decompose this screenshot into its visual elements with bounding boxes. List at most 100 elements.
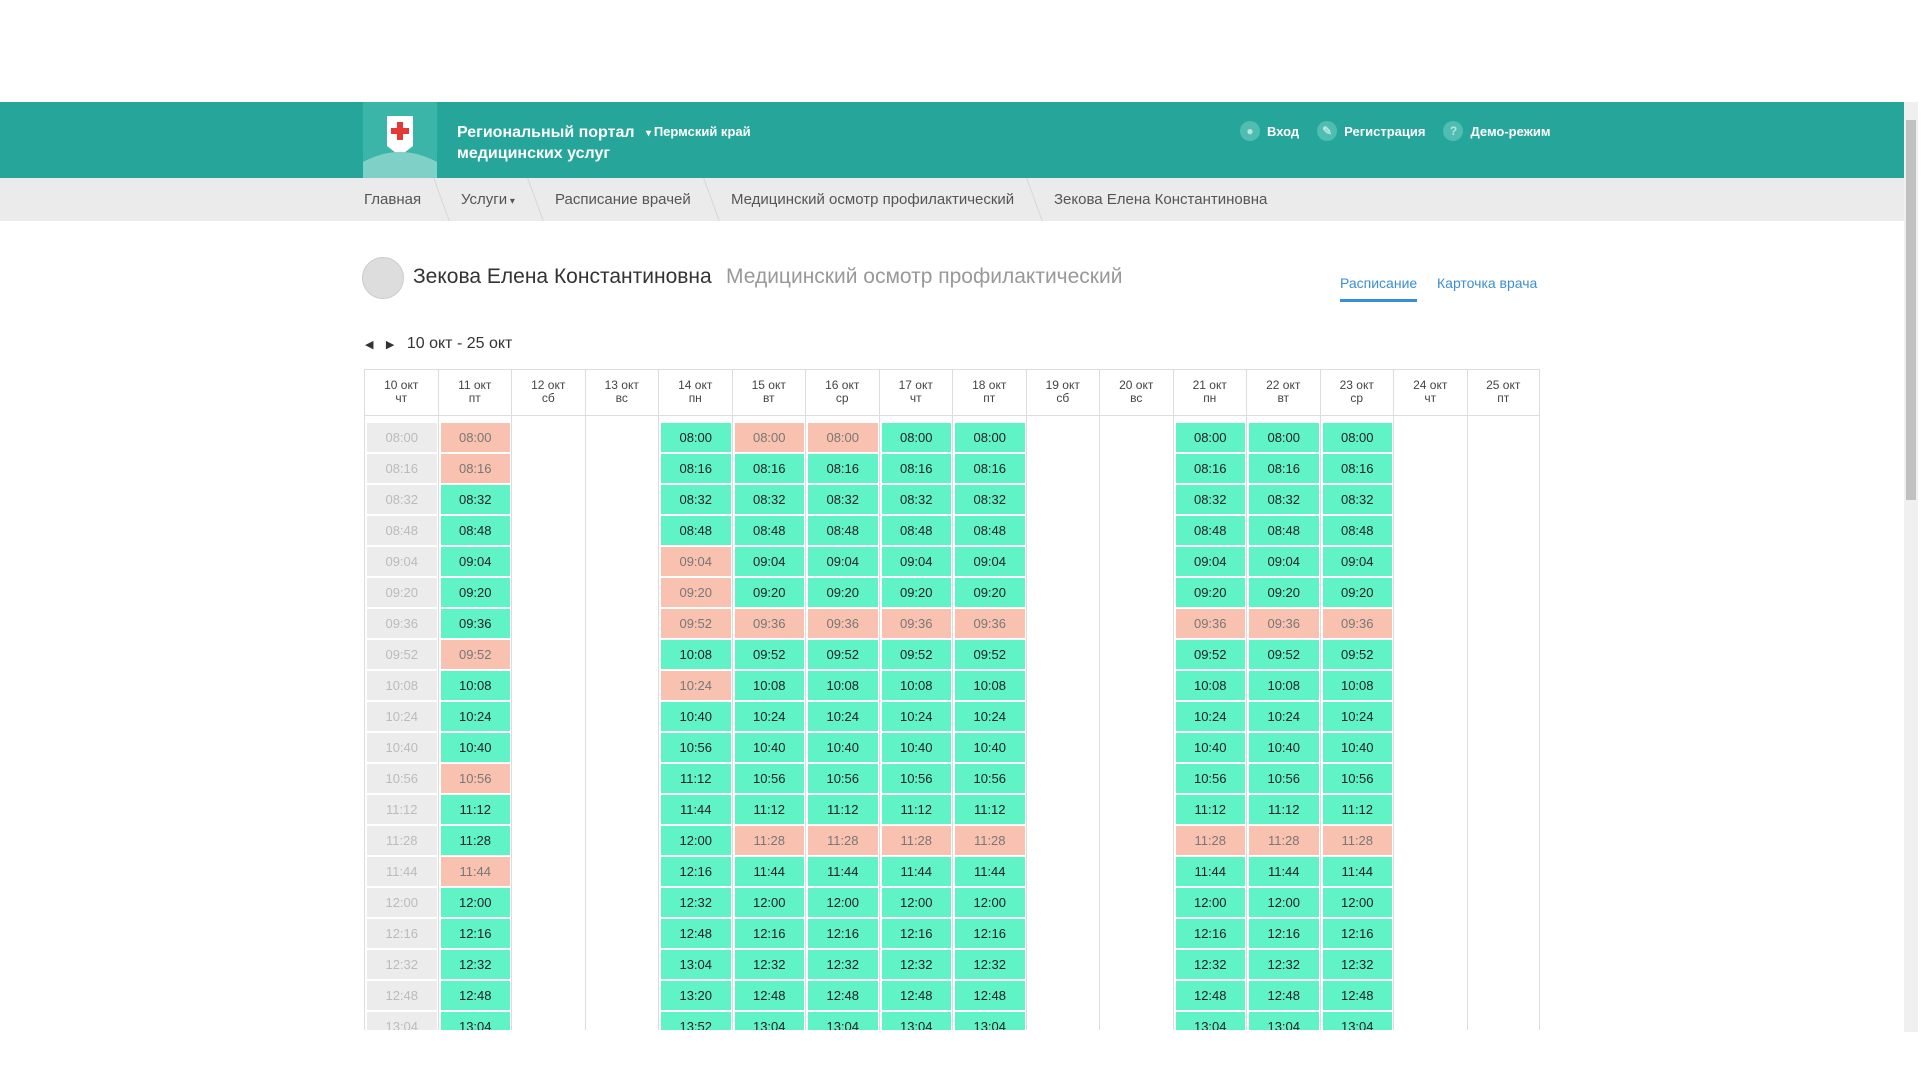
time-slot[interactable]: 12:00 — [881, 888, 951, 917]
time-slot[interactable]: 12:16 — [661, 857, 731, 886]
time-slot[interactable]: 10:24 — [1249, 702, 1319, 731]
time-slot[interactable]: 08:48 — [734, 516, 804, 545]
time-slot[interactable]: 08:00 — [1175, 423, 1245, 452]
time-slot[interactable]: 13:52 — [661, 1012, 731, 1030]
time-slot[interactable]: 10:08 — [661, 640, 731, 669]
time-slot[interactable]: 10:56 — [808, 764, 878, 793]
time-slot[interactable]: 12:00 — [440, 888, 510, 917]
prev-button[interactable]: ◀ — [365, 339, 374, 351]
time-slot[interactable]: 11:12 — [808, 795, 878, 824]
time-slot[interactable]: 09:20 — [1322, 578, 1392, 607]
time-slot[interactable]: 08:16 — [1322, 454, 1392, 483]
time-slot[interactable]: 10:40 — [1322, 733, 1392, 762]
tab[interactable]: Расписание — [1340, 275, 1418, 302]
time-slot[interactable]: 08:32 — [881, 485, 951, 514]
time-slot[interactable]: 09:52 — [1249, 640, 1319, 669]
time-slot[interactable]: 09:04 — [955, 547, 1025, 576]
time-slot[interactable]: 12:32 — [808, 950, 878, 979]
time-slot[interactable]: 11:12 — [734, 795, 804, 824]
register-link[interactable]: ✎ Регистрация — [1317, 121, 1425, 141]
time-slot[interactable]: 09:20 — [1249, 578, 1319, 607]
time-slot[interactable]: 10:56 — [661, 733, 731, 762]
time-slot[interactable]: 10:24 — [955, 702, 1025, 731]
time-slot[interactable]: 09:04 — [1249, 547, 1319, 576]
time-slot[interactable]: 12:00 — [661, 826, 731, 855]
time-slot[interactable]: 09:04 — [1175, 547, 1245, 576]
time-slot[interactable]: 09:36 — [440, 609, 510, 638]
time-slot[interactable]: 09:20 — [440, 578, 510, 607]
time-slot[interactable]: 12:48 — [1175, 981, 1245, 1010]
time-slot[interactable]: 08:48 — [661, 516, 731, 545]
time-slot[interactable]: 11:12 — [1175, 795, 1245, 824]
time-slot[interactable]: 08:48 — [1322, 516, 1392, 545]
time-slot[interactable]: 12:16 — [955, 919, 1025, 948]
time-slot[interactable]: 09:52 — [881, 640, 951, 669]
time-slot[interactable]: 08:32 — [1322, 485, 1392, 514]
time-slot[interactable]: 13:04 — [734, 1012, 804, 1030]
time-slot[interactable]: 10:56 — [1322, 764, 1392, 793]
time-slot[interactable]: 11:12 — [955, 795, 1025, 824]
time-slot[interactable]: 12:16 — [1249, 919, 1319, 948]
time-slot[interactable]: 08:16 — [1175, 454, 1245, 483]
time-slot[interactable]: 12:00 — [1322, 888, 1392, 917]
time-slot[interactable]: 12:16 — [1175, 919, 1245, 948]
time-slot[interactable]: 12:00 — [1175, 888, 1245, 917]
time-slot[interactable]: 12:32 — [1249, 950, 1319, 979]
time-slot[interactable]: 08:16 — [808, 454, 878, 483]
time-slot[interactable]: 08:16 — [661, 454, 731, 483]
scroll-thumb[interactable] — [1906, 120, 1916, 500]
logo[interactable] — [363, 102, 437, 178]
next-button[interactable]: ▶ — [385, 339, 395, 351]
scrollbar[interactable] — [1904, 102, 1918, 1032]
time-slot[interactable]: 11:44 — [1175, 857, 1245, 886]
time-slot[interactable]: 12:16 — [440, 919, 510, 948]
time-slot[interactable]: 10:24 — [734, 702, 804, 731]
time-slot[interactable]: 11:12 — [440, 795, 510, 824]
time-slot[interactable]: 10:40 — [1175, 733, 1245, 762]
time-slot[interactable]: 11:28 — [440, 826, 510, 855]
time-slot[interactable]: 10:08 — [881, 671, 951, 700]
time-slot[interactable]: 10:40 — [440, 733, 510, 762]
time-slot[interactable]: 08:32 — [734, 485, 804, 514]
time-slot[interactable]: 12:48 — [955, 981, 1025, 1010]
time-slot[interactable]: 10:08 — [1322, 671, 1392, 700]
time-slot[interactable]: 08:16 — [1249, 454, 1319, 483]
time-slot[interactable]: 12:00 — [1249, 888, 1319, 917]
time-slot[interactable]: 13:04 — [1322, 1012, 1392, 1030]
tab[interactable]: Карточка врача — [1437, 275, 1538, 291]
time-slot[interactable]: 10:08 — [955, 671, 1025, 700]
time-slot[interactable]: 12:32 — [661, 888, 731, 917]
time-slot[interactable]: 10:40 — [808, 733, 878, 762]
time-slot[interactable]: 08:32 — [1175, 485, 1245, 514]
time-slot[interactable]: 12:32 — [955, 950, 1025, 979]
time-slot[interactable]: 12:16 — [881, 919, 951, 948]
time-slot[interactable]: 11:44 — [808, 857, 878, 886]
time-slot[interactable]: 08:32 — [661, 485, 731, 514]
time-slot[interactable]: 09:20 — [1175, 578, 1245, 607]
time-slot[interactable]: 13:04 — [1175, 1012, 1245, 1030]
time-slot[interactable]: 12:48 — [734, 981, 804, 1010]
time-slot[interactable]: 08:48 — [881, 516, 951, 545]
time-slot[interactable]: 08:00 — [661, 423, 731, 452]
time-slot[interactable]: 11:44 — [881, 857, 951, 886]
time-slot[interactable]: 12:32 — [440, 950, 510, 979]
time-slot[interactable]: 08:48 — [955, 516, 1025, 545]
time-slot[interactable]: 10:24 — [881, 702, 951, 731]
time-slot[interactable]: 11:12 — [1249, 795, 1319, 824]
time-slot[interactable]: 08:00 — [1322, 423, 1392, 452]
time-slot[interactable]: 13:04 — [1249, 1012, 1319, 1030]
time-slot[interactable]: 12:32 — [1175, 950, 1245, 979]
time-slot[interactable]: 13:04 — [881, 1012, 951, 1030]
time-slot[interactable]: 08:48 — [440, 516, 510, 545]
time-slot[interactable]: 10:08 — [1175, 671, 1245, 700]
breadcrumb[interactable]: Медицинский осмотр профилактический — [731, 191, 1015, 208]
time-slot[interactable]: 08:16 — [734, 454, 804, 483]
time-slot[interactable]: 12:32 — [734, 950, 804, 979]
time-slot[interactable]: 09:04 — [734, 547, 804, 576]
time-slot[interactable]: 11:44 — [661, 795, 731, 824]
time-slot[interactable]: 09:04 — [1322, 547, 1392, 576]
time-slot[interactable]: 10:40 — [734, 733, 804, 762]
time-slot[interactable]: 10:08 — [440, 671, 510, 700]
time-slot[interactable]: 13:04 — [440, 1012, 510, 1030]
demo-link[interactable]: ? Демо-режим — [1443, 121, 1551, 141]
